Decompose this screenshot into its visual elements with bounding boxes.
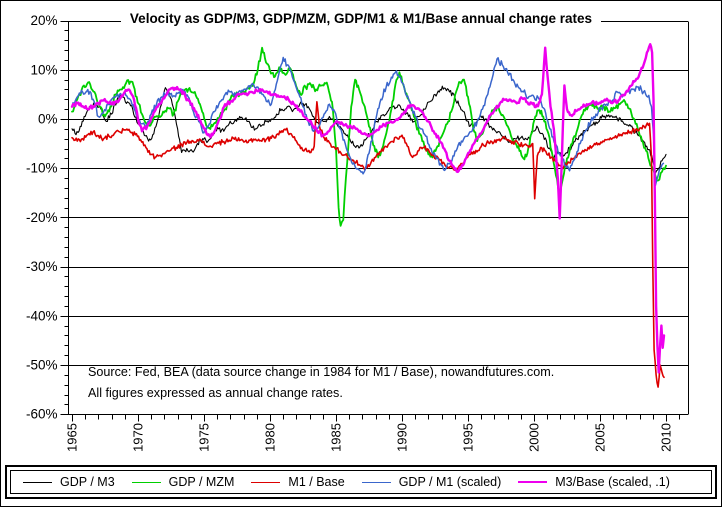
legend-label: M3/Base (scaled, .1) [555, 475, 670, 489]
legend-item: GDP / M1 (scaled) [361, 475, 502, 489]
x-tick-label: 2010 [659, 423, 674, 452]
y-tick-label: -40% [26, 308, 58, 323]
x-tick-label: 1990 [395, 423, 410, 452]
legend-item: GDP / M3 [23, 475, 115, 489]
x-tick-label: 1985 [329, 423, 344, 452]
legend-label: GDP / M3 [60, 475, 115, 489]
legend-line-swatch [361, 481, 391, 483]
x-tick-label: 1975 [197, 423, 212, 452]
legend-line-swatch [251, 481, 281, 483]
legend-line-swatch [518, 481, 548, 483]
velocity-chart: 20% 10% 0% -10% -20% -30% -40% -50% -60% 1965 1970… [26, 13, 689, 452]
legend-label: M1 / Base [288, 475, 345, 489]
x-tick-label: 2000 [527, 423, 542, 452]
x-tick-label: 2005 [593, 423, 608, 452]
legend-label: GDP / MZM [168, 475, 235, 489]
y-tick-label: 20% [30, 13, 57, 28]
y-tick-label: -10% [26, 161, 58, 176]
legend-item: M3/Base (scaled, .1) [518, 475, 670, 489]
source-note-line-1: Source: Fed, BEA (data source change in … [88, 365, 555, 379]
series-line-gdp-m3 [71, 85, 667, 174]
x-tick-label: 1995 [461, 423, 476, 452]
x-tick-label: 1970 [131, 423, 146, 452]
source-note: Source: Fed, BEA (data source change in … [88, 362, 554, 404]
x-tick-label: 1965 [65, 423, 80, 452]
legend-items: GDP / M3 GDP / MZM M1 / Base GDP / M1 (scal… [10, 470, 712, 494]
y-tick-label: -50% [26, 358, 58, 373]
legend-line-swatch [23, 481, 52, 483]
y-tick-label: 0% [38, 112, 58, 127]
source-note-line-2: All figures expressed as annual change r… [88, 386, 343, 400]
series-line-m3-base-scaled-1 [70, 43, 666, 374]
series-line-gdp-mzm [71, 46, 667, 227]
series-line-m1-base [71, 101, 665, 388]
y-tick-label: 10% [30, 62, 57, 77]
y-tick-label: -30% [26, 259, 58, 274]
legend-line-swatch [131, 481, 161, 483]
legend-item: M1 / Base [251, 475, 345, 489]
legend-item: GDP / MZM [131, 475, 235, 489]
legend-label: GDP / M1 (scaled) [398, 475, 502, 489]
legend-box: GDP / M3 GDP / MZM M1 / Base GDP / M1 (scal… [5, 465, 717, 499]
x-tick-label: 1980 [263, 423, 278, 452]
y-tick-label: -60% [26, 407, 58, 422]
y-tick-label: -20% [26, 210, 58, 225]
chart-title: Velocity as GDP/M3, GDP/MZM, GDP/M1 & M1… [120, 11, 602, 26]
